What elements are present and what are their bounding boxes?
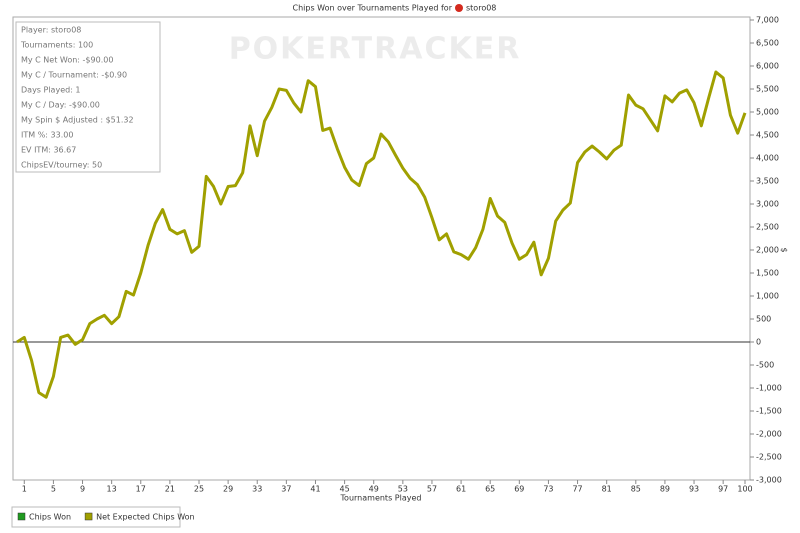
x-tick-label: 73 bbox=[543, 485, 553, 494]
x-tick-label: 53 bbox=[398, 485, 408, 494]
x-tick-label: 37 bbox=[281, 485, 291, 494]
x-tick-label: 13 bbox=[107, 485, 117, 494]
x-tick-label: 1 bbox=[22, 485, 27, 494]
y-tick-label: 7,000 bbox=[756, 16, 779, 25]
y-tick-label: -2,500 bbox=[756, 453, 782, 462]
x-tick-label: 5 bbox=[51, 485, 56, 494]
y-tick-label: 1,500 bbox=[756, 269, 779, 278]
x-tick-label: 69 bbox=[514, 485, 524, 494]
y-tick-label: 0 bbox=[756, 338, 761, 347]
y-tick-label: 2,000 bbox=[756, 246, 779, 255]
x-tick-label: 9 bbox=[80, 485, 85, 494]
x-tick-label: 57 bbox=[427, 485, 437, 494]
info-box bbox=[15, 21, 161, 173]
y-tick-label: 1,000 bbox=[756, 292, 779, 301]
y-tick-label: 6,500 bbox=[756, 39, 779, 48]
x-tick-label: 89 bbox=[660, 485, 670, 494]
y-tick-label: -1,500 bbox=[756, 407, 782, 416]
x-tick-label: 65 bbox=[485, 485, 495, 494]
y-tick-label: -2,000 bbox=[756, 430, 782, 439]
y-axis-label: $ bbox=[780, 247, 789, 252]
y-tick-label: 2,500 bbox=[756, 223, 779, 232]
series-line bbox=[16, 70, 747, 399]
x-tick-label: 77 bbox=[572, 485, 582, 494]
y-tick-label: 3,000 bbox=[756, 200, 779, 209]
info-line: EV ITM: 36.67 bbox=[21, 146, 76, 155]
x-tick-label: 21 bbox=[165, 485, 175, 494]
plot-frame bbox=[12, 16, 751, 481]
watermark: POKERTRACKER bbox=[229, 32, 522, 67]
y-tick-label: 6,000 bbox=[756, 62, 779, 71]
player-icon bbox=[455, 4, 463, 12]
x-tick-label: 85 bbox=[631, 485, 641, 494]
x-tick-label: 29 bbox=[223, 485, 233, 494]
x-tick-label: 93 bbox=[689, 485, 699, 494]
y-tick-label: 5,500 bbox=[756, 85, 779, 94]
info-line: My C / Day: -$90.00 bbox=[21, 101, 100, 110]
legend-swatch bbox=[84, 512, 93, 521]
legend-box bbox=[11, 506, 181, 528]
y-tick-label: 5,000 bbox=[756, 108, 779, 117]
x-tick-label: 97 bbox=[718, 485, 728, 494]
y-tick-label: 500 bbox=[756, 315, 771, 324]
info-line: My Spin $ Adjusted : $51.32 bbox=[21, 116, 134, 125]
info-line: Tournaments: 100 bbox=[20, 41, 93, 50]
x-axis-label: Tournaments Played bbox=[340, 494, 422, 503]
x-tick-label: 25 bbox=[194, 485, 204, 494]
info-line: My C Net Won: -$90.00 bbox=[21, 56, 113, 65]
x-tick-label: 61 bbox=[456, 485, 466, 494]
info-line: My C / Tournament: -$0.90 bbox=[21, 71, 127, 80]
info-line: Player: storo08 bbox=[21, 26, 81, 35]
info-line: ChipsEV/tourney: 50 bbox=[21, 161, 102, 170]
legend-swatch bbox=[17, 512, 26, 521]
chart-title: Chips Won over Tournaments Played for bbox=[293, 4, 453, 13]
y-tick-label: -1,000 bbox=[756, 384, 782, 393]
x-tick-label: 33 bbox=[252, 485, 262, 494]
y-tick-label: -500 bbox=[756, 361, 774, 370]
x-tick-label: 100 bbox=[737, 485, 752, 494]
player-name: storo08 bbox=[466, 4, 496, 13]
legend-label: Net Expected Chips Won bbox=[96, 513, 195, 522]
y-tick-label: 4,500 bbox=[756, 131, 779, 140]
info-line: Days Played: 1 bbox=[21, 86, 81, 95]
legend-label: Chips Won bbox=[29, 513, 71, 522]
x-tick-label: 81 bbox=[602, 485, 612, 494]
y-tick-label: 3,500 bbox=[756, 177, 779, 186]
x-tick-label: 41 bbox=[310, 485, 320, 494]
x-tick-label: 49 bbox=[369, 485, 379, 494]
info-line: ITM %: 33.00 bbox=[21, 131, 73, 140]
y-tick-label: 4,000 bbox=[756, 154, 779, 163]
y-tick-label: -3,000 bbox=[756, 476, 782, 485]
x-tick-label: 17 bbox=[136, 485, 146, 494]
x-tick-label: 45 bbox=[340, 485, 350, 494]
